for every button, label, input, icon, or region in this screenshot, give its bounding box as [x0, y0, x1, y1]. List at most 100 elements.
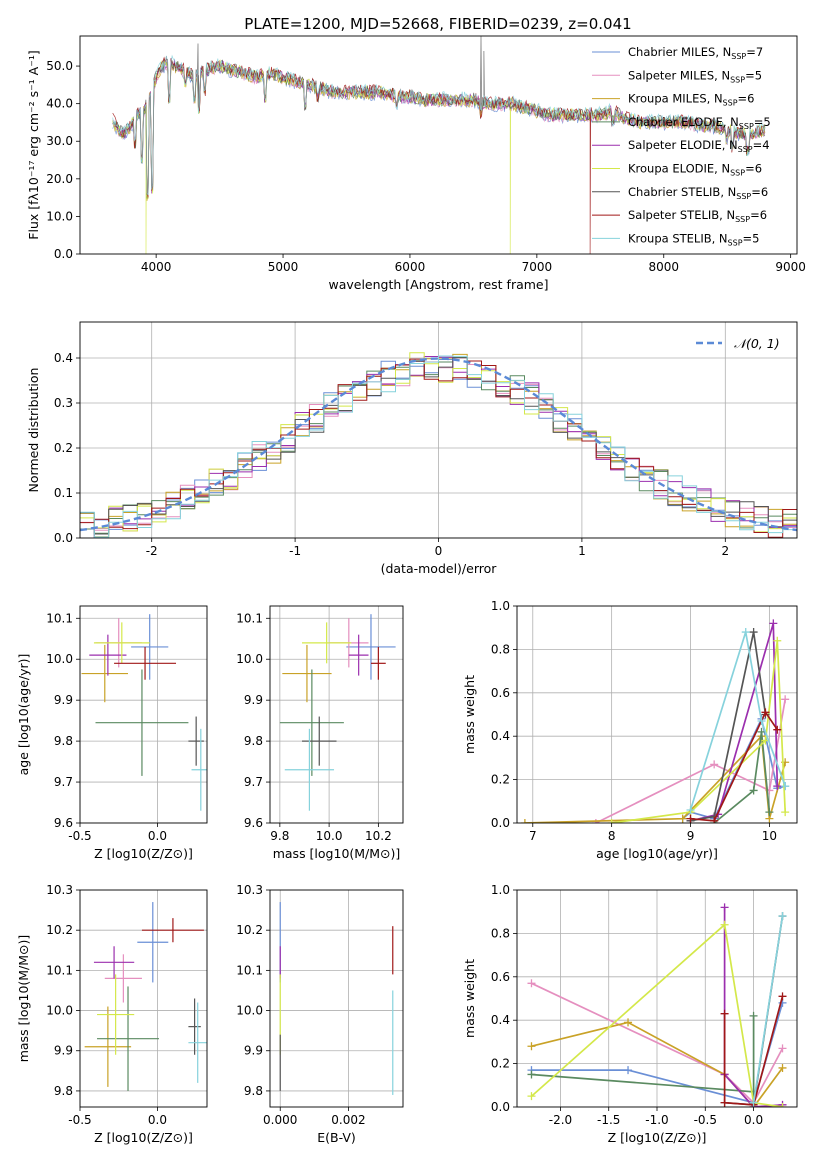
- legend-entry-subscript: SSP: [728, 238, 743, 247]
- weight-line-kroupa-elodie: [530, 923, 783, 1107]
- legend-entry-name: Chabrier ELODIE, N: [628, 115, 739, 129]
- weight-line-kroupa-miles-marker: [778, 1063, 787, 1072]
- spectrum-xlabel: wavelength [Angstrom, rest frame]: [328, 277, 548, 292]
- age-vs-mass-ytick-label: 10.1: [236, 611, 263, 625]
- mass-vs-z-frame: [79, 889, 208, 1108]
- weight-line-kroupa-elodie-marker: [781, 808, 790, 817]
- weight-vs-z-ytick-label: 0.4: [491, 1013, 510, 1027]
- mass-vs-z-ylabel: mass [log10(M/M⊙)]: [16, 935, 31, 1063]
- spectrum-xtick-label: 8000: [648, 260, 679, 274]
- figure-title: PLATE=1200, MJD=52668, FIBERID=0239, z=0…: [244, 15, 631, 33]
- spectrum-axes: 4000 5000 6000 7000 8000 9000 0.0 10.0 20.0 30.0 4…: [26, 35, 806, 292]
- weight-line-kroupa-elodie-marker: [778, 1103, 787, 1107]
- mass-vs-z-ytick-label: 10.0: [46, 1004, 73, 1018]
- age-vs-mass-xtick-label: 10.0: [316, 829, 343, 843]
- legend-entry-subscript: SSP: [730, 169, 745, 178]
- mass-vs-ebv-ytick-label: 9.9: [244, 1044, 263, 1058]
- legend-entry: Chabrier STELIB, NSSP=6: [628, 185, 768, 201]
- legend-entry: Kroupa STELIB, NSSP=5: [628, 231, 759, 247]
- legend-entry-count: =5: [745, 68, 762, 82]
- mass-vs-z-plot-area: [80, 890, 207, 1107]
- legend-entry-count: =6: [751, 185, 768, 199]
- age-vs-mass-ytick-label: 9.8: [244, 734, 263, 748]
- age-vs-z-ytick-label: 10.0: [46, 652, 73, 666]
- weight-line-chabrier-miles-marker: [624, 1066, 633, 1075]
- weight-vs-z-plot-area: [517, 890, 797, 1107]
- weight-line-salpeter-stelib-marker: [778, 992, 787, 1001]
- legend-entry: Salpeter ELODIE, NSSP=4: [628, 138, 770, 154]
- weight-line-chabrier-elodie: [531, 1015, 755, 1107]
- age-vs-mass-frame: [269, 605, 404, 824]
- residuals-xlabel: (data-model)/error: [381, 561, 498, 576]
- weight-vs-age-ytick-label: 0.8: [491, 642, 510, 656]
- age-vs-z-xlabel: Z [log10(Z/Z⊙)]: [94, 846, 193, 861]
- weight-line-kroupa-miles-marker: [527, 1042, 536, 1051]
- age-vs-z-ytick-label: 9.7: [54, 775, 73, 789]
- legend-entry-count: =5: [754, 115, 771, 129]
- weight-line-kroupa-stelib: [752, 915, 784, 1103]
- weight-line-salpeter-stelib: [723, 996, 784, 1106]
- legend-entry-name: Kroupa ELODIE, N: [628, 162, 730, 176]
- legend-entry-name: Kroupa STELIB, N: [628, 231, 728, 245]
- residuals-plot-area: [80, 322, 797, 538]
- legend-entry-name: Chabrier MILES, N: [628, 45, 731, 59]
- weight-vs-age-xtick-label: 8: [608, 829, 616, 843]
- weight-line-kroupa-elodie-marker: [607, 819, 616, 823]
- legend-entry-name: Salpeter STELIB, N: [628, 208, 735, 222]
- mass-vs-ebv-frame: [269, 889, 404, 1108]
- mass-vs-ebv-xtick-label: 0.000: [263, 1113, 297, 1127]
- legend-entry-count: =6: [750, 208, 767, 222]
- weight-line-kroupa-miles-marker: [624, 1018, 633, 1027]
- mass-vs-z-xtick-label: -0.5: [68, 1113, 91, 1127]
- weight-line-salpeter-elodie-marker: [720, 903, 729, 912]
- weight-vs-age-ytick-label: 1.0: [491, 599, 510, 613]
- legend-entry: Kroupa MILES, NSSP=6: [628, 92, 754, 108]
- spectrum-line-chabrier-stelib: [112, 36, 766, 196]
- legend-entry-subscript: SSP: [736, 192, 751, 201]
- weight-line-salpeter-stelib-marker: [761, 708, 770, 717]
- residuals-ytick-label: 0.0: [54, 531, 73, 545]
- spectrum-ytick-label: 30.0: [46, 134, 73, 148]
- weight-vs-z-xtick-label: -1.5: [597, 1113, 620, 1127]
- weight-vs-z-ytick-label: 0.0: [491, 1100, 510, 1114]
- weight-vs-z-ytick-label: 0.2: [491, 1057, 510, 1071]
- spectrum-ytick-label: 0.0: [54, 247, 73, 261]
- weight-line-kroupa-stelib-marker: [757, 717, 766, 726]
- weight-vs-age-plot-area: [517, 606, 797, 823]
- spectrum-xtick-label: 7000: [522, 260, 553, 274]
- weight-line-kroupa-miles-marker: [678, 814, 687, 823]
- weight-vs-age-ytick-label: 0.4: [491, 729, 510, 743]
- weight-vs-z-xtick-label: -2.0: [549, 1113, 572, 1127]
- residuals-xtick-label: -1: [289, 544, 301, 558]
- spectrum-line-kroupa-stelib: [112, 54, 766, 196]
- mass-vs-z-axes: -0.5 0.0 9.8 9.9 10.0 10.1 10.2 10.3 Z [log10(Z/…: [16, 883, 208, 1145]
- age-vs-z-xtick-label: 0.0: [148, 829, 167, 843]
- legend-entry-count: =6: [745, 162, 762, 176]
- weight-line-kroupa-stelib-marker: [749, 1098, 758, 1107]
- normal-reference-curve: [80, 357, 797, 532]
- legend-entry-subscript: SSP: [723, 99, 738, 108]
- spectrum-ytick-label: 20.0: [46, 172, 73, 186]
- residuals-xtick-label: 2: [721, 544, 729, 558]
- weight-line-chabrier-elodie-marker: [749, 786, 758, 795]
- weight-line-chabrier-elodie-marker: [757, 727, 766, 736]
- age-vs-mass-ytick-label: 9.7: [244, 775, 263, 789]
- mass-vs-z-ytick-label: 10.1: [46, 963, 73, 977]
- age-vs-mass-xlabel: mass [log10(M/M⊙)]: [273, 846, 401, 861]
- weight-vs-z-ytick-label: 1.0: [491, 883, 510, 897]
- weight-line-salpeter-miles-marker: [778, 1044, 787, 1053]
- weight-vs-age-ytick-label: 0.6: [491, 686, 510, 700]
- residuals-xtick-label: -2: [146, 544, 158, 558]
- mass-vs-z-xlabel: Z [log10(Z/Z⊙)]: [94, 1130, 193, 1145]
- weight-vs-z-ytick-label: 0.8: [491, 926, 510, 940]
- weight-line-chabrier-elodie: [713, 731, 771, 823]
- mass-vs-ebv-xlabel: E(B-V): [317, 1130, 356, 1145]
- weight-line-chabrier-elodie-marker: [527, 1070, 536, 1079]
- mass-vs-z-xtick-label: 0.0: [148, 1113, 167, 1127]
- legend-entry: Kroupa ELODIE, NSSP=6: [628, 162, 762, 178]
- age-vs-z-ytick-label: 9.9: [54, 693, 73, 707]
- age-vs-z-ytick-label: 9.6: [54, 816, 73, 830]
- weight-vs-age-xtick-label: 9: [687, 829, 695, 843]
- legend-entry-name: Salpeter MILES, N: [628, 68, 730, 82]
